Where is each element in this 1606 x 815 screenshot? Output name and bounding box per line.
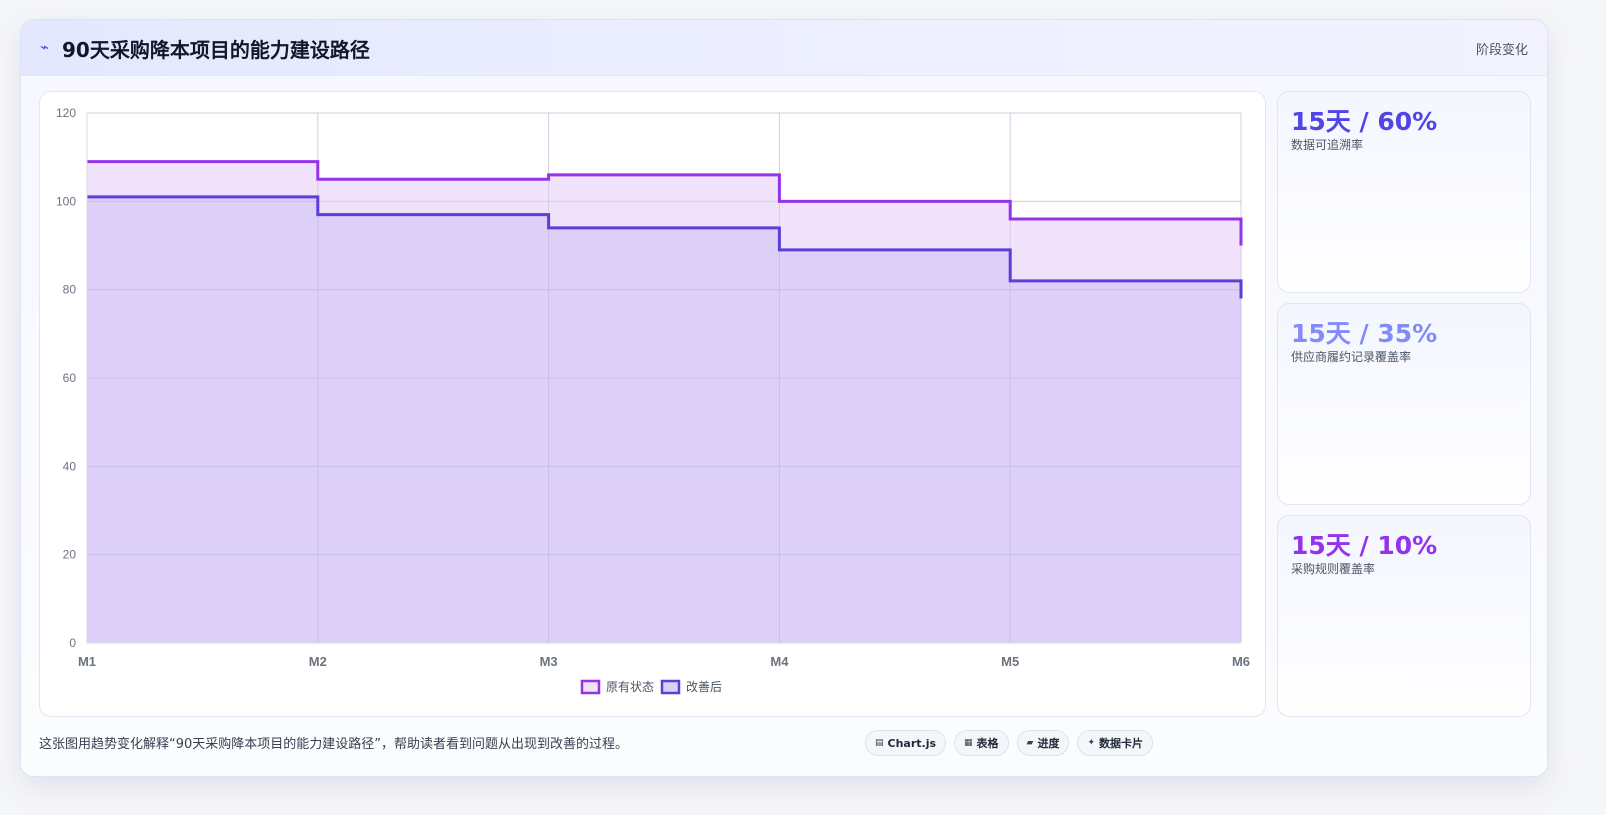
- chart-icon: ▤: [875, 738, 884, 748]
- series-line-0: [87, 160, 1243, 246]
- chip-data-card[interactable]: ✦ 数据卡片: [1077, 730, 1154, 756]
- card-body: 0 20 40 60 80 100 120 M1 M2 M3 M4 M5 M6 原有状态 改善后 15天 /…: [21, 76, 1547, 776]
- chart-panel: 0 20 40 60 80 100 120 M1 M2 M3 M4 M5 M6 原有状态 改善后: [39, 91, 1266, 717]
- legend-swatch-0: [580, 679, 601, 695]
- stage-change-label: 阶段变化: [1475, 43, 1528, 58]
- progress-icon: ▰: [1026, 738, 1034, 748]
- card-icon: ✦: [1087, 738, 1096, 748]
- x-tick-label: M1: [78, 654, 96, 669]
- trend-icon: ⌁: [40, 38, 50, 56]
- chip-row: ▤ Chart.js ▦ 表格 ▰ 进度 ✦ 数据卡片: [865, 730, 1154, 756]
- legend-label-0: 原有状态: [606, 680, 654, 694]
- y-tick-label: 60: [63, 371, 77, 385]
- chart-caption: 这张图用趋势变化解释“90天采购降本项目的能力建设路径”，帮助读者看到问题从出现…: [39, 737, 629, 752]
- x-tick-label: M2: [309, 654, 327, 669]
- kpi-label: 供应商履约记录覆盖率: [1291, 350, 1412, 364]
- chip-label: 进度: [1037, 737, 1060, 750]
- chip-label: 数据卡片: [1099, 737, 1144, 750]
- card-header: ⌁ 90天采购降本项目的能力建设路径 阶段变化: [21, 20, 1547, 76]
- kpi-value: 15天 / 35%: [1291, 319, 1438, 348]
- y-tick-label: 20: [63, 548, 77, 562]
- y-tick-label: 0: [69, 636, 76, 650]
- series-line-1: [87, 195, 1243, 299]
- kpi-value: 15天 / 10%: [1291, 531, 1438, 560]
- chip-chartjs[interactable]: ▤ Chart.js: [865, 730, 947, 756]
- dashboard-card: ⌁ 90天采购降本项目的能力建设路径 阶段变化 0 20 40 60 80 100 120 M…: [20, 19, 1548, 777]
- chip-label: 表格: [976, 737, 999, 750]
- kpi-card-traceability: 15天 / 60% 数据可追溯率: [1277, 91, 1531, 293]
- table-icon: ▦: [964, 738, 973, 748]
- y-tick-label: 120: [56, 106, 76, 120]
- kpi-label: 数据可追溯率: [1291, 138, 1364, 152]
- kpi-label: 采购规则覆盖率: [1291, 562, 1376, 576]
- legend-swatch-1: [660, 679, 681, 695]
- chip-progress[interactable]: ▰ 进度: [1016, 730, 1070, 756]
- page-title: 90天采购降本项目的能力建设路径: [62, 38, 370, 62]
- chip-table[interactable]: ▦ 表格: [954, 730, 1009, 756]
- y-tick-label: 40: [63, 459, 77, 473]
- kpi-value: 15天 / 60%: [1291, 107, 1438, 136]
- y-tick-label: 80: [63, 283, 77, 297]
- kpi-card-supplier-coverage: 15天 / 35% 供应商履约记录覆盖率: [1277, 303, 1531, 505]
- kpi-card-rule-coverage: 15天 / 10% 采购规则覆盖率: [1277, 515, 1531, 717]
- legend-label-1: 改善后: [686, 679, 722, 694]
- series-area-1: [87, 196, 1241, 643]
- y-tick-label: 100: [56, 194, 76, 208]
- chip-label: Chart.js: [887, 736, 937, 750]
- x-tick-label: M5: [1001, 654, 1019, 669]
- x-tick-label: M4: [770, 654, 789, 669]
- x-tick-label: M3: [540, 654, 558, 669]
- x-tick-label: M6: [1232, 654, 1250, 669]
- step-area-chart: 0 20 40 60 80 100 120 M1 M2 M3 M4 M5 M6 原有状态 改善后: [56, 106, 1250, 695]
